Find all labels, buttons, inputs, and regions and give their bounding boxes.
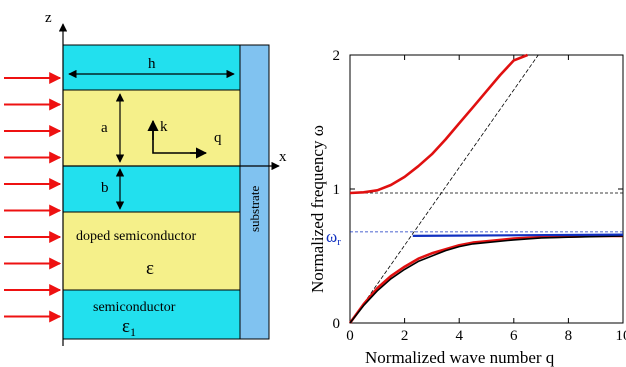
y-axis-title: Normalized frequency ω bbox=[308, 125, 327, 293]
epsilon1-label: ε1 bbox=[122, 316, 136, 339]
y-tick-label: 0 bbox=[333, 316, 341, 332]
incident-arrows bbox=[4, 72, 62, 323]
tick-labels: 0 2 4 6 8 10 0 1 2 bbox=[333, 48, 626, 344]
series-layer bbox=[348, 53, 624, 324]
light-line bbox=[349, 54, 539, 324]
k-label: k bbox=[160, 119, 168, 135]
a-label: a bbox=[101, 120, 108, 136]
b-label: b bbox=[101, 180, 109, 196]
x-tick-label: 6 bbox=[510, 328, 518, 344]
semiconductor-label: semiconductor bbox=[93, 300, 176, 315]
top-cyan-layer bbox=[62, 44, 241, 91]
dispersion-plot: 0 2 4 6 8 10 0 1 2 Normalized wave number q Norm… bbox=[308, 48, 626, 367]
omega-r-label: ωr bbox=[326, 227, 341, 248]
x-tick-label: 8 bbox=[565, 328, 573, 344]
dispersion-series-0 bbox=[349, 53, 528, 195]
doped-semiconductor-layer bbox=[62, 211, 241, 291]
substrate-label: substrate bbox=[247, 186, 262, 232]
dispersion-series-3 bbox=[412, 233, 624, 237]
x-axis-title: Normalized wave number q bbox=[365, 348, 555, 367]
z-axis-label: z bbox=[45, 10, 52, 26]
y-tick-label: 2 bbox=[333, 48, 341, 64]
epsilon-label: ε bbox=[146, 258, 154, 279]
x-axis-label: x bbox=[279, 149, 287, 165]
x-tick-label: 0 bbox=[346, 328, 354, 344]
tick-marks bbox=[349, 54, 624, 324]
x-tick-label: 2 bbox=[401, 328, 409, 344]
h-label: h bbox=[148, 56, 156, 72]
x-tick-label: 4 bbox=[455, 328, 463, 344]
cyan-barrier-layer bbox=[62, 165, 241, 213]
y-tick-label: 1 bbox=[333, 182, 341, 198]
substrate bbox=[239, 44, 270, 340]
doped-semiconductor-label: doped semiconductor bbox=[76, 229, 196, 244]
yellow-layer-upper bbox=[62, 89, 241, 167]
reference-lines bbox=[349, 54, 623, 324]
dispersion-series-2 bbox=[349, 235, 624, 324]
x-tick-label: 10 bbox=[616, 328, 626, 344]
plot-frame bbox=[349, 54, 624, 324]
structure-diagram: z x h a b k q doped semiconductor ε semi… bbox=[4, 10, 287, 346]
semiconductor-layer bbox=[62, 289, 241, 340]
q-label: q bbox=[214, 130, 222, 146]
